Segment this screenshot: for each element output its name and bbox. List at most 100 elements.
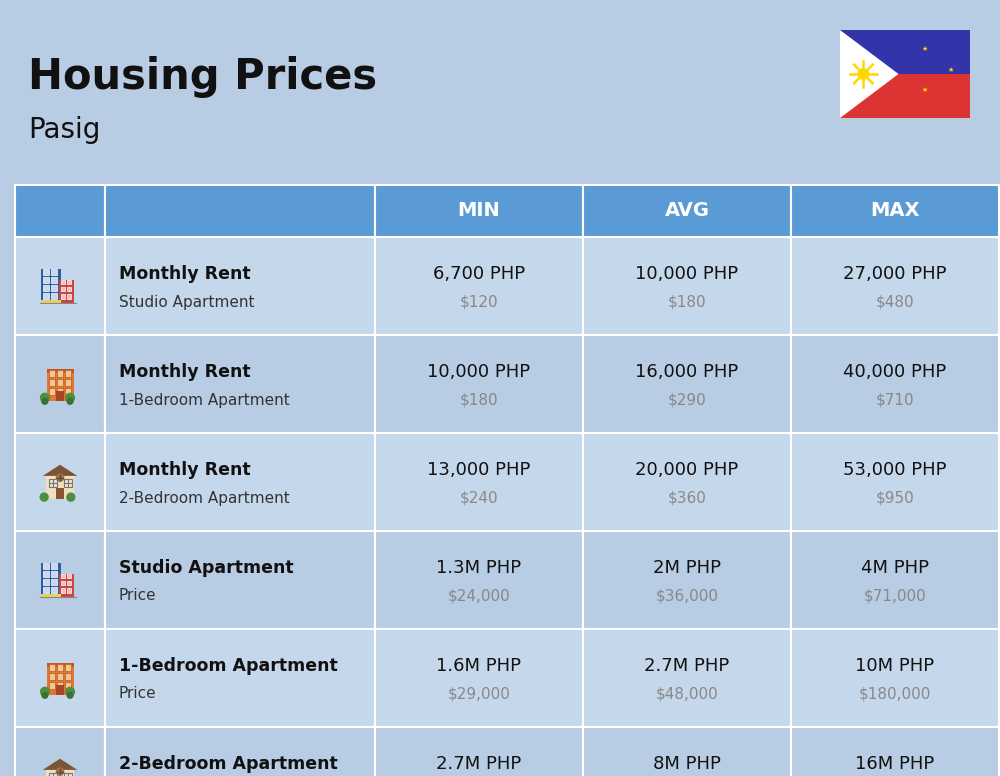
Bar <box>840 30 970 74</box>
Bar <box>57 388 63 395</box>
Text: Studio Apartment: Studio Apartment <box>119 559 294 577</box>
Text: MAX: MAX <box>870 202 920 220</box>
Bar <box>61 573 65 578</box>
Bar <box>51 293 57 299</box>
Text: 1.6M PHP: 1.6M PHP <box>436 657 522 675</box>
Text: 20,000 PHP: 20,000 PHP <box>635 461 739 479</box>
Bar <box>791 433 999 531</box>
Bar <box>51 571 57 577</box>
Bar <box>43 293 49 299</box>
Text: 2-Bedroom Apartment: 2-Bedroom Apartment <box>119 490 290 505</box>
Text: 27,000 PHP: 27,000 PHP <box>843 265 947 283</box>
Bar <box>41 300 61 303</box>
Text: 2M PHP: 2M PHP <box>653 559 721 577</box>
Bar <box>43 571 49 577</box>
Bar <box>49 480 57 487</box>
Text: ★: ★ <box>921 87 928 93</box>
Text: 40,000 PHP: 40,000 PHP <box>843 363 947 381</box>
Text: 53,000 PHP: 53,000 PHP <box>843 461 947 479</box>
Circle shape <box>65 687 75 697</box>
Bar <box>840 74 970 118</box>
Bar <box>56 685 64 695</box>
Text: $710: $710 <box>876 393 914 407</box>
Bar <box>46 663 74 695</box>
Text: 16,000 PHP: 16,000 PHP <box>635 363 739 381</box>
Text: Pasig: Pasig <box>28 116 100 144</box>
Bar <box>583 629 791 727</box>
Bar <box>51 277 57 282</box>
Bar <box>791 237 999 335</box>
Text: 2.7M PHP: 2.7M PHP <box>436 755 522 773</box>
Bar <box>61 580 65 585</box>
Circle shape <box>56 473 64 482</box>
Bar <box>375 531 583 629</box>
Text: Housing Prices: Housing Prices <box>28 56 377 98</box>
Text: 1-Bedroom Apartment: 1-Bedroom Apartment <box>119 657 338 675</box>
Bar <box>583 727 791 776</box>
Bar <box>57 664 63 670</box>
Bar <box>791 629 999 727</box>
Bar <box>375 629 583 727</box>
Bar <box>43 286 49 291</box>
Bar <box>57 682 63 689</box>
Bar <box>61 294 65 299</box>
Polygon shape <box>840 30 898 118</box>
Circle shape <box>41 397 48 405</box>
Text: 2-Bedroom Apartment: 2-Bedroom Apartment <box>119 755 338 773</box>
Text: $24,000: $24,000 <box>448 588 510 604</box>
Text: 16M PHP: 16M PHP <box>855 755 935 773</box>
Bar <box>56 488 64 499</box>
Bar <box>64 774 72 776</box>
Bar <box>61 279 65 284</box>
Bar <box>583 531 791 629</box>
Bar <box>583 185 791 237</box>
Bar <box>49 664 55 670</box>
Bar <box>105 237 375 335</box>
Bar <box>67 580 71 585</box>
Text: Monthly Rent: Monthly Rent <box>119 461 251 479</box>
Bar <box>46 663 74 667</box>
Bar <box>49 674 55 680</box>
Bar <box>375 727 583 776</box>
Bar <box>840 30 970 118</box>
Bar <box>49 370 55 377</box>
Bar <box>65 674 71 680</box>
Bar <box>49 379 55 386</box>
Bar <box>65 379 71 386</box>
Bar <box>51 563 57 569</box>
Text: $180: $180 <box>668 295 706 310</box>
Bar <box>67 279 71 284</box>
Bar <box>791 531 999 629</box>
Bar <box>65 370 71 377</box>
Bar <box>15 433 105 531</box>
Bar <box>65 664 71 670</box>
Bar <box>46 770 74 776</box>
Text: 1.3M PHP: 1.3M PHP <box>436 559 522 577</box>
Text: 8M PHP: 8M PHP <box>653 755 721 773</box>
Bar <box>43 579 49 584</box>
Bar <box>105 335 375 433</box>
Text: 1-Bedroom Apartment: 1-Bedroom Apartment <box>119 393 290 407</box>
Bar <box>105 727 375 776</box>
Bar <box>105 433 375 531</box>
Text: 6,700 PHP: 6,700 PHP <box>433 265 525 283</box>
Bar <box>51 579 57 584</box>
Text: 10M PHP: 10M PHP <box>855 657 935 675</box>
Bar <box>105 185 375 237</box>
Text: ★: ★ <box>947 67 954 73</box>
Text: Monthly Rent: Monthly Rent <box>119 363 251 381</box>
Text: $180,000: $180,000 <box>859 687 931 702</box>
Bar <box>61 286 65 292</box>
Text: $71,000: $71,000 <box>864 588 926 604</box>
Circle shape <box>857 68 869 80</box>
Circle shape <box>56 767 64 776</box>
Bar <box>51 587 57 593</box>
Text: AVG: AVG <box>664 202 710 220</box>
Bar <box>583 433 791 531</box>
Bar <box>49 774 57 776</box>
Bar <box>15 237 105 335</box>
Circle shape <box>39 493 49 502</box>
Text: $480: $480 <box>876 295 914 310</box>
Text: $240: $240 <box>460 490 498 505</box>
Circle shape <box>40 687 50 697</box>
